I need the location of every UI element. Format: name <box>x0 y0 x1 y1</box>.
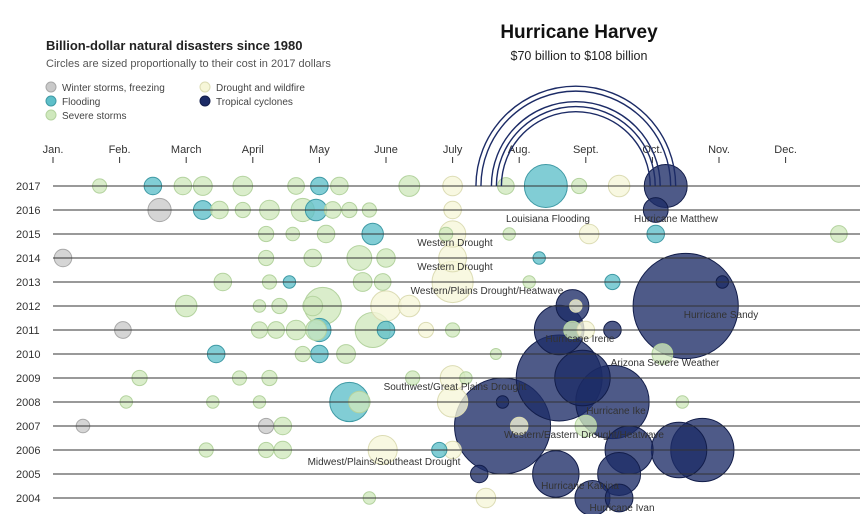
harvey-arc <box>475 85 677 187</box>
chart-title: Billion-dollar natural disasters since 1… <box>46 38 302 53</box>
annotation-label: Arizona Severe Weather <box>611 358 720 369</box>
harvey-arc <box>495 105 656 187</box>
legend-swatch-severe <box>45 109 57 121</box>
legend-swatch-winter <box>45 81 57 93</box>
year-label: 2005 <box>16 469 40 481</box>
month-label: Sept. <box>573 144 599 156</box>
legend-label-drought: Drought and wildfire <box>216 83 305 94</box>
year-label: 2015 <box>16 229 40 241</box>
annotation-label: Western Drought <box>417 262 493 273</box>
year-label: 2016 <box>16 205 40 217</box>
year-label: 2004 <box>16 493 40 505</box>
annotation-label: Midwest/Plains/Southeast Drought <box>308 457 461 468</box>
month-label: May <box>309 144 330 156</box>
year-axis: 2017 2016 2015 2014 2013 2012 2011 2010 2009 2008… <box>16 181 40 505</box>
month-label: Dec. <box>774 144 797 156</box>
annotation-label: Western/Plains Drought/Heatwave <box>411 286 564 297</box>
annotation-label: Hurricane Katrina <box>541 481 619 492</box>
month-label: March <box>171 144 202 156</box>
annotation-label: Western Drought <box>417 238 493 249</box>
annotation-label: Hurricane Ivan <box>589 503 654 514</box>
month-label: Feb. <box>109 144 131 156</box>
legend-swatch-flood <box>45 95 57 107</box>
harvey-arc <box>490 100 661 187</box>
harvey-arc <box>480 90 672 187</box>
legend-label-severe: Severe storms <box>62 111 126 122</box>
annotation-label: Hurricane Sandy <box>684 310 758 321</box>
annotation-label: Hurricane Irene <box>546 334 615 345</box>
legend-label-flood: Flooding <box>62 97 100 108</box>
month-label: Nov. <box>708 144 730 156</box>
annotation-label: Southwest/Great Plains Drought <box>384 382 527 393</box>
legend-swatch-cyclone <box>199 95 211 107</box>
year-label: 2017 <box>16 181 40 193</box>
month-label: April <box>242 144 264 156</box>
legend-label-cyclone: Tropical cyclones <box>216 97 293 108</box>
annotation-label: Hurricane Matthew <box>634 214 719 225</box>
year-label: 2012 <box>16 301 40 313</box>
year-label: 2007 <box>16 421 40 433</box>
month-label: Aug. <box>508 144 531 156</box>
legend-label-winter: Winter storms, freezing <box>62 83 165 94</box>
year-label: 2008 <box>16 397 40 409</box>
legend: Winter storms, freezing Flooding Severe … <box>45 81 305 122</box>
month-label: June <box>374 144 398 156</box>
year-label: 2014 <box>16 253 40 265</box>
month-label: July <box>443 144 463 156</box>
annotation-label: Louisiana Flooding <box>506 214 590 225</box>
harvey-arcs <box>475 85 677 187</box>
chart-subtitle: Circles are sized proportionally to thei… <box>46 58 331 70</box>
year-label: 2010 <box>16 349 40 361</box>
year-label: 2009 <box>16 373 40 385</box>
year-label: 2011 <box>16 325 40 337</box>
month-label: Jan. <box>43 144 64 156</box>
legend-swatch-drought <box>199 81 211 93</box>
annotation-label: Western/Eastern Drought/Heatwave <box>504 430 664 441</box>
year-label: 2013 <box>16 277 40 289</box>
harvey-cost-range: $70 billion to $108 billion <box>511 49 648 63</box>
month-axis: Jan. Feb. March April May June July Aug. Sept. Oc… <box>43 144 797 163</box>
harvey-title: Hurricane Harvey <box>500 22 658 43</box>
year-label: 2006 <box>16 445 40 457</box>
annotations: Louisiana Flooding Hurricane Matthew Weste… <box>308 214 759 514</box>
harvey-arc <box>500 110 651 187</box>
annotation-label: Hurricane Ike <box>586 406 646 417</box>
year-baselines <box>53 185 860 499</box>
